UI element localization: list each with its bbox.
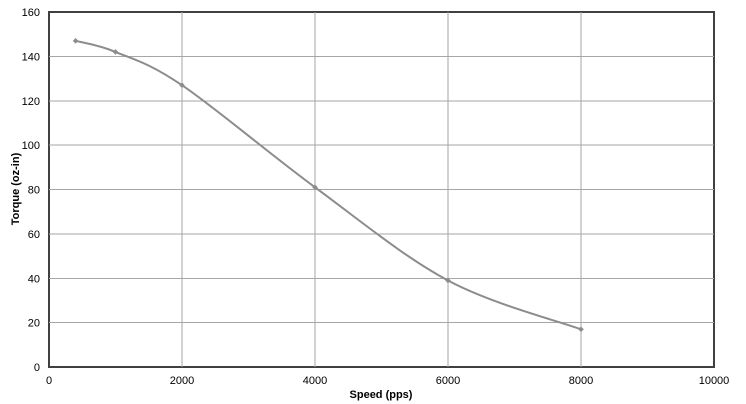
x-tick-label: 0 [46, 375, 52, 387]
y-tick-label: 140 [22, 51, 40, 63]
data-point [578, 326, 584, 333]
y-tick-label: 20 [28, 318, 40, 330]
y-axis-ticks: 0 20 40 60 80 100 120 140 160 [22, 7, 40, 374]
y-axis-title: Torque (oz-in) [10, 152, 22, 225]
y-tick-label: 0 [34, 362, 40, 374]
data-point [312, 184, 318, 191]
y-tick-label: 160 [22, 7, 40, 19]
data-point [72, 38, 79, 44]
data-point [112, 49, 119, 55]
y-tick-label: 40 [28, 273, 40, 285]
x-tick-label: 8000 [569, 375, 593, 387]
x-axis-title: Speed (pps) [350, 389, 413, 401]
y-tick-label: 80 [28, 185, 40, 197]
x-axis-ticks: 0 2000 4000 6000 8000 10000 [46, 375, 729, 387]
y-tick-label: 60 [28, 229, 40, 241]
x-tick-label: 2000 [170, 375, 194, 387]
y-tick-label: 100 [22, 140, 40, 152]
data-points [72, 38, 584, 333]
x-tick-label: 4000 [303, 375, 327, 387]
x-tick-label: 10000 [699, 375, 730, 387]
x-tick-label: 6000 [436, 375, 460, 387]
data-point [179, 82, 185, 89]
y-tick-label: 120 [22, 96, 40, 108]
data-point [445, 277, 451, 284]
